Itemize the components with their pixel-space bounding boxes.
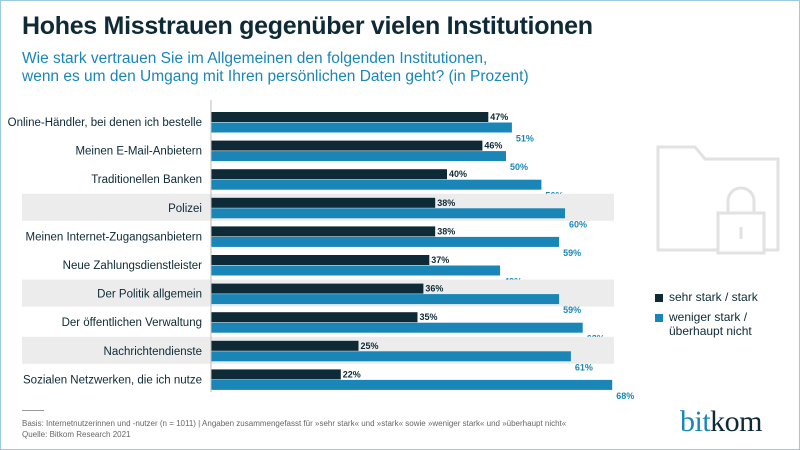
bar-sehr-stark <box>211 112 489 122</box>
category-label: Sozialen Netzwerken, die ich nutze <box>23 374 202 386</box>
data-label: 59% <box>563 305 581 315</box>
category-label: Neue Zahlungsdienstleister <box>63 260 203 272</box>
subtitle-line-2: wenn es um den Umgang mit Ihren persönli… <box>22 68 529 85</box>
data-label: 35% <box>420 312 438 322</box>
data-label: 59% <box>563 248 581 258</box>
bar-sehr-stark <box>211 340 359 351</box>
logo-part1: bit <box>680 405 711 438</box>
data-label: 61% <box>575 362 593 372</box>
legend-label-line2: überhaupt nicht <box>669 324 752 338</box>
category-label: Der Politik allgemein <box>97 289 202 301</box>
footer-source: Quelle: Bitkom Research 2021 <box>22 430 131 439</box>
bar-weniger-stark <box>211 379 613 390</box>
bar-weniger-stark <box>211 179 542 190</box>
category-label: Meinen Internet-Zugangsanbietern <box>26 231 202 243</box>
bar-sehr-stark <box>211 226 436 237</box>
data-label: 25% <box>361 341 379 351</box>
data-label: 36% <box>425 284 443 294</box>
footer-divider <box>22 410 44 411</box>
data-label: 38% <box>437 226 455 236</box>
bar-weniger-stark <box>211 122 512 133</box>
legend-label: weniger stark / überhaupt nicht <box>669 310 752 338</box>
category-label: Online-Händler, bei denen ich bestelle <box>8 117 202 129</box>
bar-weniger-stark <box>211 351 571 362</box>
legend-item-sehr-stark: sehr stark / stark <box>655 290 758 304</box>
category-label: Der öffentlichen Verwaltung <box>62 317 202 329</box>
footer: Basis: Internetnutzerinnen und -nutzer (… <box>22 418 566 440</box>
folder-lock-icon <box>656 145 780 255</box>
bar-sehr-stark <box>211 312 418 323</box>
legend-label: sehr stark / stark <box>669 290 758 304</box>
legend-item-weniger-stark: weniger stark / überhaupt nicht <box>655 310 758 338</box>
data-label: 47% <box>490 112 508 122</box>
category-label: Nachrichtendienste <box>104 346 202 358</box>
footer-basis: Basis: Internetnutzerinnen und -nutzer (… <box>22 419 567 428</box>
subtitle-line-1: Wie stark vertrauen Sie im Allgemeinen d… <box>22 50 488 67</box>
category-label: Meinen E-Mail-Anbietern <box>75 146 202 158</box>
legend-swatch <box>655 294 663 302</box>
bar-sehr-stark <box>211 169 447 180</box>
data-label: 46% <box>484 141 502 151</box>
data-label: 22% <box>343 369 361 379</box>
data-label: 38% <box>437 198 455 208</box>
logo-part2: kom <box>710 405 763 438</box>
legend: sehr stark / stark weniger stark / überha… <box>655 290 758 344</box>
category-label: Traditionellen Banken <box>91 174 202 186</box>
category-label: Polizei <box>168 203 202 215</box>
bar-weniger-stark <box>211 208 565 219</box>
bar-weniger-stark <box>211 322 583 333</box>
data-label: 37% <box>431 255 449 265</box>
bar-sehr-stark <box>211 369 341 380</box>
bar-sehr-stark <box>211 197 436 208</box>
data-label: 50% <box>510 162 528 172</box>
bar-weniger-stark <box>211 265 501 276</box>
legend-label-line1: weniger stark / <box>669 310 748 324</box>
bitkom-logo: bitkom <box>680 405 763 439</box>
bar-weniger-stark <box>211 151 506 162</box>
bar-weniger-stark <box>211 294 560 305</box>
bar-sehr-stark <box>211 255 430 265</box>
bar-chart: Online-Händler, bei denen ich bestelle 47… <box>8 100 634 400</box>
chart-subtitle: Wie stark vertrauen Sie im Allgemeinen d… <box>22 50 662 86</box>
data-label: 51% <box>516 134 534 144</box>
data-label: 68% <box>616 391 634 400</box>
bar-sehr-stark <box>211 283 424 294</box>
data-label: 60% <box>569 219 587 229</box>
data-label: 40% <box>449 169 467 179</box>
bar-sehr-stark <box>211 140 483 151</box>
bar-weniger-stark <box>211 236 560 247</box>
chart-title: Hohes Misstrauen gegenüber vielen Instit… <box>22 12 593 40</box>
legend-swatch <box>655 314 663 322</box>
